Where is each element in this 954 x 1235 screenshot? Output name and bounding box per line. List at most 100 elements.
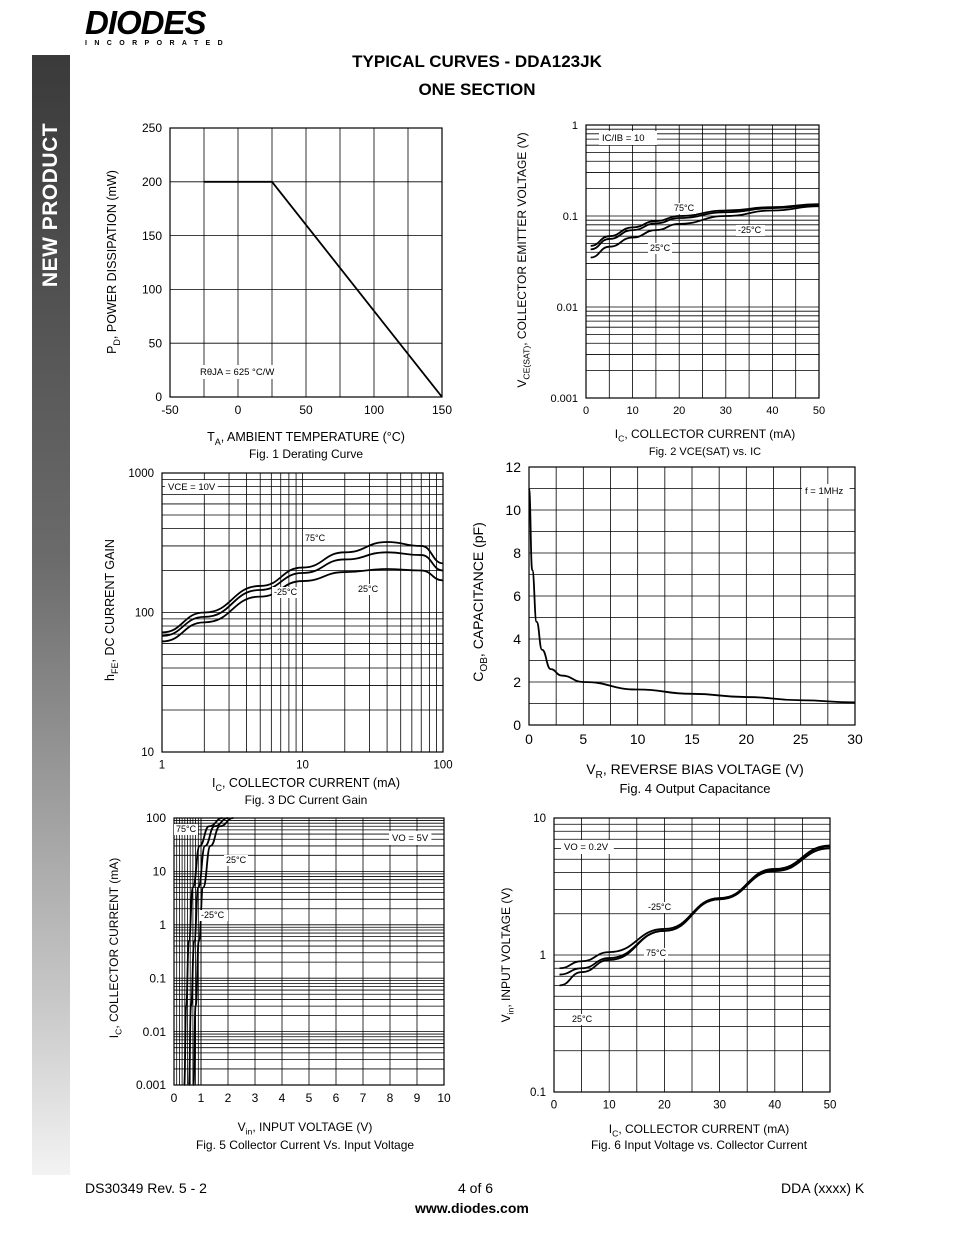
- x-axis-label: Vin, INPUT VOLTAGE (V): [238, 1120, 373, 1137]
- series-line-fig5-2: [192, 817, 234, 1086]
- y-tick-label: 4: [513, 631, 521, 647]
- series-label-bg: [736, 225, 765, 236]
- series-label: 75°C: [646, 948, 667, 958]
- condition-box: [561, 840, 614, 854]
- y-tick-label: 200: [142, 175, 162, 189]
- figure-caption: Fig. 6 Input Voltage vs. Collector Curre…: [591, 1138, 808, 1152]
- x-tick-label: 50: [299, 403, 313, 417]
- x-tick-label: 40: [766, 405, 778, 417]
- x-tick-label: 100: [433, 760, 452, 772]
- plot-frame-fig4: [528, 466, 856, 726]
- y-tick-label: 10: [153, 865, 167, 879]
- y-tick-label: 12: [505, 459, 521, 475]
- gridlines-fig6: [554, 818, 830, 1092]
- series-line-fig2-2: [590, 205, 820, 259]
- y-tick-label: 10: [141, 747, 154, 759]
- doc-number: DS30349 Rev. 5 - 2: [85, 1180, 207, 1196]
- logo-main-text: DIODES: [85, 4, 207, 41]
- series-label-bg: [570, 1014, 594, 1025]
- page-title: TYPICAL CURVES - DDA123JK: [352, 52, 602, 71]
- series-label: -25°C: [648, 902, 672, 912]
- x-tick-label: 150: [432, 403, 452, 417]
- y-tick-label: 6: [513, 588, 521, 604]
- gridlines-fig5: [174, 818, 444, 1085]
- condition-box: [165, 480, 218, 494]
- y-tick-label: 0.01: [557, 302, 578, 314]
- plot-frame-fig5: [173, 817, 445, 1086]
- series-line-fig3-2: [161, 568, 444, 643]
- x-tick-label: 7: [360, 1091, 367, 1105]
- series-label: 25°C: [358, 584, 379, 594]
- series-line-fig6-0: [559, 845, 831, 970]
- x-tick-label: 50: [824, 1100, 837, 1112]
- series-label: -25°C: [738, 225, 762, 235]
- figure-caption: Fig. 2 VCE(SAT) vs. IC: [649, 446, 761, 458]
- x-tick-label: 15: [684, 731, 700, 747]
- x-axis-label: TA, AMBIENT TEMPERATURE (°C): [207, 430, 405, 447]
- series-label: -25°C: [274, 587, 298, 597]
- y-tick-label: 1: [572, 120, 578, 132]
- y-tick-label: 1: [540, 950, 546, 962]
- x-tick-label: 0: [235, 403, 242, 417]
- figure-caption: Fig. 4 Output Capacitance: [619, 781, 770, 796]
- y-tick-label: 8: [513, 545, 521, 561]
- series-label: 75°C: [305, 533, 326, 543]
- x-tick-label: 50: [813, 405, 825, 417]
- plot-frame-fig1: [169, 127, 443, 398]
- series-label-bg: [648, 243, 672, 254]
- x-tick-label: 10: [626, 405, 638, 417]
- y-tick-label: 100: [135, 608, 154, 620]
- condition-box: [802, 484, 850, 498]
- series-label-bg: [644, 948, 668, 959]
- y-tick-label: 150: [142, 229, 162, 243]
- x-tick-label: 100: [364, 403, 384, 417]
- x-tick-label: 5: [579, 731, 587, 747]
- x-axis-label: IC, COLLECTOR CURRENT (mA): [609, 1122, 789, 1139]
- x-tick-label: 5: [306, 1091, 313, 1105]
- series-label-bg: [224, 855, 248, 866]
- x-tick-label: 0: [171, 1091, 178, 1105]
- series-label-bg: [672, 203, 696, 214]
- chart-fig3: 1 10 100 10 100 1000 IC, COLLECTOR CURRENT (mA…: [103, 468, 453, 807]
- series-line-fig3-0: [161, 541, 444, 634]
- gridlines-fig1: [170, 128, 442, 397]
- y-tick-label: 10: [533, 813, 546, 825]
- x-tick-label: 40: [768, 1100, 781, 1112]
- y-tick-label: 0.1: [530, 1087, 546, 1099]
- y-tick-label: 0.1: [563, 211, 578, 223]
- series-line-fig5-0: [183, 817, 223, 1086]
- plot-frame-fig2: [585, 124, 820, 399]
- x-tick-label: 2: [225, 1091, 232, 1105]
- x-tick-label: 9: [414, 1091, 421, 1105]
- x-tick-label: 1: [198, 1091, 205, 1105]
- x-tick-label: 10: [630, 731, 646, 747]
- plot-frame-fig6: [553, 817, 831, 1093]
- y-tick-label: 0: [513, 717, 521, 733]
- condition-box: [599, 131, 657, 145]
- x-tick-label: 10: [603, 1100, 616, 1112]
- series-line-fig2-1: [590, 204, 820, 251]
- condition-label: VO = 5V: [392, 833, 429, 844]
- series-line-fig1-0: [204, 180, 443, 398]
- x-tick-label: 30: [720, 405, 732, 417]
- series-line-fig3-1: [161, 551, 444, 637]
- y-tick-label: 2: [513, 674, 521, 690]
- condition-label: VO = 0.2V: [564, 842, 609, 853]
- website-link[interactable]: www.diodes.com: [415, 1200, 529, 1216]
- series-line-fig6-2: [559, 844, 831, 987]
- x-tick-label: 30: [847, 731, 863, 747]
- x-tick-label: 0: [583, 405, 589, 417]
- y-tick-label: 250: [142, 121, 162, 135]
- part-number: DDA (xxxx) K: [781, 1180, 865, 1196]
- x-tick-label: 25: [793, 731, 809, 747]
- condition-label: VCE = 10V: [168, 482, 216, 493]
- page-number: 4 of 6: [458, 1180, 494, 1196]
- y-axis-label: Vin, INPUT VOLTAGE (V): [499, 888, 516, 1023]
- series-label-bg: [646, 902, 675, 913]
- y-axis-label: IC, COLLECTOR CURRENT (mA): [107, 858, 124, 1038]
- x-axis-label: IC, COLLECTOR CURRENT (mA): [615, 427, 795, 444]
- condition-box: [197, 365, 281, 379]
- x-tick-label: 20: [739, 731, 755, 747]
